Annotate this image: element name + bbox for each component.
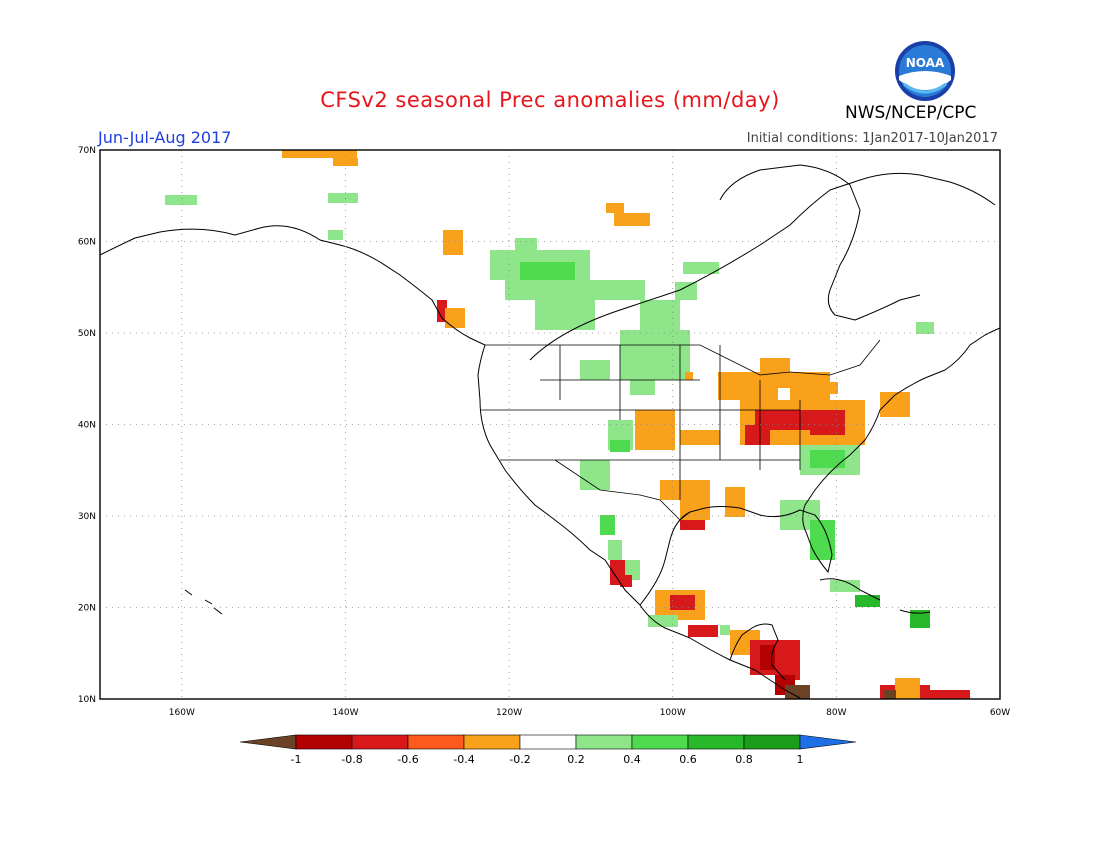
legend-tick-label: -0.2 — [509, 753, 530, 766]
lat-tick-label: 70N — [78, 146, 96, 156]
anomaly-cell — [720, 625, 730, 635]
initial-conditions-label: Initial conditions: 1Jan2017-10Jan2017 — [746, 131, 998, 146]
noaa-logo: NOAA — [895, 41, 955, 101]
legend-arrow-low — [239, 734, 297, 750]
anomaly-cell — [443, 230, 463, 255]
legend-tick-label: 0.8 — [735, 753, 753, 766]
anomaly-cell — [895, 678, 920, 699]
anomaly-cell — [660, 480, 710, 500]
anomaly-cell — [620, 330, 690, 380]
anomaly-cell — [580, 360, 610, 380]
legend-swatch — [631, 734, 689, 750]
anomaly-cell — [680, 500, 710, 520]
anomaly-cell — [680, 520, 705, 530]
anomaly-cell — [745, 630, 760, 640]
legend-swatch — [407, 734, 465, 750]
lon-tick-label: 60W — [990, 708, 1010, 718]
legend-swatch — [687, 734, 745, 750]
map-frame — [99, 149, 1001, 700]
lat-tick-label: 30N — [78, 512, 96, 522]
anomaly-cell — [445, 308, 465, 328]
anomaly-cell — [685, 372, 693, 380]
lon-tick-label: 100W — [660, 708, 686, 718]
lat-tick-label: 50N — [78, 329, 96, 339]
legend-tick-label: 0.2 — [567, 753, 585, 766]
anomaly-cell — [670, 595, 695, 610]
legend-swatch — [295, 734, 353, 750]
anomaly-cell — [688, 625, 718, 637]
lat-tick-label: 40N — [78, 421, 96, 431]
anomaly-cell — [683, 262, 719, 274]
lon-tick-label: 140W — [332, 708, 358, 718]
coastlines — [99, 164, 1001, 699]
anomaly-cell — [680, 430, 720, 445]
anomaly-cell — [614, 213, 650, 226]
anomaly-cell — [535, 300, 595, 330]
anomaly-cell — [165, 195, 197, 205]
axis-ticks: 160W 140W 120W 100W 80W 60W 70N 60N 50N 40N 30N 20N… — [78, 146, 1010, 718]
legend-tick-label: -0.4 — [453, 753, 474, 766]
svg-text:NOAA: NOAA — [906, 56, 945, 70]
anomaly-cell — [916, 322, 934, 334]
anomaly-cell — [606, 203, 624, 213]
anomaly-cell — [600, 515, 615, 535]
anomaly-cell — [855, 595, 880, 607]
lon-tick-label: 120W — [496, 708, 522, 718]
lat-tick-label: 20N — [78, 604, 96, 614]
lat-tick-label: 60N — [78, 238, 96, 248]
anomaly-cell — [328, 193, 358, 203]
legend-tick-label: 0.4 — [623, 753, 641, 766]
political-borders — [480, 339, 881, 521]
map-title: CFSv2 seasonal Prec anomalies (mm/day) — [320, 88, 780, 112]
anomaly-cell — [785, 685, 810, 699]
legend-tick-label: -1 — [291, 753, 302, 766]
legend-swatch — [743, 734, 801, 750]
anomaly-cell — [610, 440, 630, 452]
anomaly-cell — [635, 410, 675, 450]
anomaly-cell — [328, 230, 343, 240]
anomaly-cell — [608, 540, 622, 560]
anomaly-cell — [930, 690, 970, 699]
legend-swatch — [463, 734, 521, 750]
anomaly-cell — [725, 487, 745, 517]
legend-swatch — [575, 734, 633, 750]
graticule — [100, 150, 1000, 699]
legend-tick-label: 0.6 — [679, 753, 697, 766]
anomaly-cell — [675, 282, 697, 300]
anomaly-cell — [830, 580, 860, 592]
anomaly-cell — [760, 645, 775, 670]
anomaly-cell — [580, 460, 610, 490]
anomaly-cell — [282, 150, 357, 158]
legend-tick-label: 1 — [797, 753, 804, 766]
anomaly-cells — [165, 150, 970, 699]
legend-arrow-high — [799, 734, 857, 750]
lon-tick-label: 160W — [169, 708, 195, 718]
anomaly-cell — [810, 450, 845, 468]
anomaly-cell — [505, 280, 645, 300]
lat-tick-label: 10N — [78, 695, 96, 705]
legend-tick-label: -0.8 — [341, 753, 362, 766]
anomaly-cell — [760, 358, 790, 388]
legend-swatch — [519, 734, 577, 750]
anomaly-cell — [437, 300, 447, 322]
anomaly-cell — [630, 380, 655, 395]
anomaly-cell — [820, 382, 838, 394]
anomaly-cell — [515, 238, 537, 250]
legend-tick-label: -0.6 — [397, 753, 418, 766]
anomaly-cell — [620, 575, 632, 587]
legend-swatch — [351, 734, 409, 750]
anomaly-cell — [648, 615, 678, 627]
period-label: Jun-Jul-Aug 2017 — [98, 128, 232, 147]
lon-tick-label: 80W — [826, 708, 846, 718]
anomaly-cell — [910, 610, 930, 628]
anomaly-cell — [884, 690, 896, 699]
agency-label: NWS/NCEP/CPC — [845, 103, 977, 123]
